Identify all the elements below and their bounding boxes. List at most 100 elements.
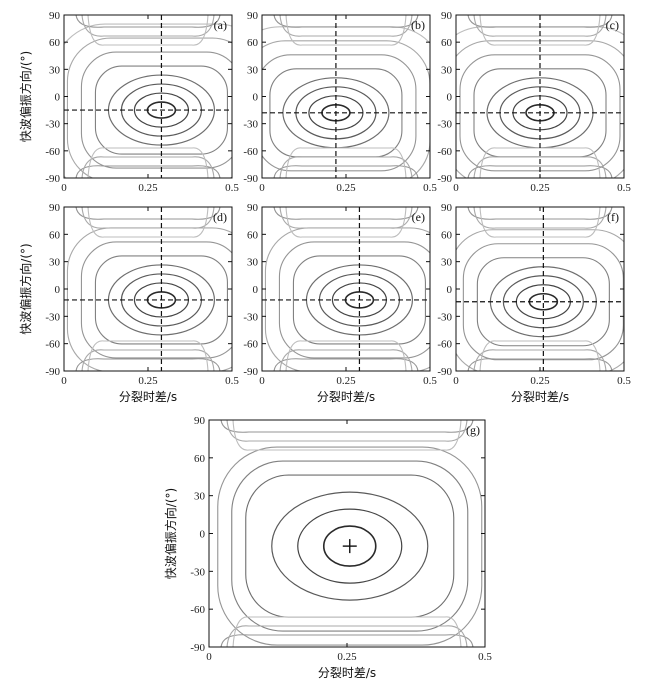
contour-g-5 xyxy=(217,446,483,646)
ytick-label: -60 xyxy=(243,339,258,351)
ytick-label: -90 xyxy=(243,366,258,378)
contour-bottom-b-0 xyxy=(273,165,419,178)
panel-b: (b) -90 -60 -30 0 30 60 90 0 0.25 0.5 xyxy=(243,10,437,194)
frame-g xyxy=(208,419,486,648)
xtick-label: 0 xyxy=(61,375,67,387)
xtick-label: 0.5 xyxy=(423,375,437,387)
xtick-label: 0.5 xyxy=(617,182,631,194)
xtick-label: 0.5 xyxy=(423,182,437,194)
xtick-label: 0 xyxy=(259,182,265,194)
xtick-label: 0.5 xyxy=(225,182,239,194)
ytick-label: 0 xyxy=(200,529,206,541)
panel-e: (e) -90 -60 -30 0 30 60 90 0 0.25 0.5 分裂时差/s xyxy=(243,202,437,404)
contour-top-b-0 xyxy=(273,15,419,28)
xtick-label: 0.25 xyxy=(530,375,550,387)
ytick-label: 90 xyxy=(247,10,259,22)
ytick-label: 60 xyxy=(49,37,61,49)
contour-bottom-e-2 xyxy=(285,340,407,371)
ytick-label: 0 xyxy=(253,92,259,104)
xtick-label: 0.25 xyxy=(336,182,356,194)
contour-bottom-g-0 xyxy=(220,634,474,647)
contour-top-e-2 xyxy=(285,207,407,238)
contour-top-b-2 xyxy=(285,15,407,46)
y-axis-label-g: 快波偏振方向/(°) xyxy=(163,488,178,579)
ytick-label: -30 xyxy=(437,119,452,131)
panel-label-e: (e) xyxy=(412,210,425,224)
contours-b xyxy=(262,15,430,178)
contour-top-d-2 xyxy=(87,207,209,238)
contour-g-1 xyxy=(297,508,403,584)
ytick-label: 60 xyxy=(441,229,453,241)
xtick-label: 0.5 xyxy=(478,651,492,663)
ytick-label: 60 xyxy=(247,229,259,241)
panel-d: (d) -90 -60 -30 0 30 60 90 0 0.25 0.5 分裂时差/s 快波偏振方向/… xyxy=(18,202,239,404)
contour-top-b-1 xyxy=(279,15,413,37)
ytick-label: 30 xyxy=(247,257,259,269)
ytick-label: -30 xyxy=(45,311,60,323)
contour-bottom-f-2 xyxy=(479,340,601,371)
contour-bottom-a-2 xyxy=(87,147,209,178)
xtick-label: 0.5 xyxy=(617,375,631,387)
ytick-label: -30 xyxy=(437,311,452,323)
contours-a xyxy=(64,15,232,178)
ytick-label: 30 xyxy=(49,64,61,76)
x-axis-label-e: 分裂时差/s xyxy=(317,390,375,404)
panel-label-a: (a) xyxy=(214,18,227,32)
ytick-label: 90 xyxy=(194,415,206,427)
ytick-label: -60 xyxy=(45,146,60,158)
contour-top-g-1 xyxy=(226,420,468,442)
contour-bottom-b-1 xyxy=(279,156,413,178)
ytick-label: -90 xyxy=(45,366,60,378)
panel-a: (a) -90 -60 -30 0 30 60 90 0 0.25 0.5 快波偏振方向/(°) xyxy=(18,10,239,194)
contour-bottom-a-0 xyxy=(75,165,221,178)
contours-g xyxy=(217,420,483,647)
contour-top-f-1 xyxy=(473,207,607,229)
ytick-label: 30 xyxy=(194,491,206,503)
panel-f: (f) -90 -60 -30 0 30 60 90 0 0.25 0.5 分裂时差/s xyxy=(437,202,631,404)
panel-label-c: (c) xyxy=(606,18,619,32)
ytick-label: 90 xyxy=(49,202,61,214)
contour-top-f-0 xyxy=(467,207,613,220)
ytick-label: -30 xyxy=(190,566,205,578)
contours-f xyxy=(456,207,624,371)
contour-bottom-d-2 xyxy=(87,340,209,371)
ytick-label: 0 xyxy=(447,92,453,104)
contour-f-5 xyxy=(462,243,624,361)
contour-bottom-f-0 xyxy=(467,358,613,371)
ytick-label: 90 xyxy=(441,202,453,214)
contour-top-c-2 xyxy=(479,15,601,46)
ytick-label: -30 xyxy=(243,311,258,323)
y-axis-label-a: 快波偏振方向/(°) xyxy=(18,51,33,142)
ytick-label: -60 xyxy=(190,604,205,616)
xtick-label: 0.25 xyxy=(337,651,357,663)
x-axis-label-g: 分裂时差/s xyxy=(318,666,376,680)
panel-label-g: (g) xyxy=(466,423,480,437)
contour-bottom-g-1 xyxy=(226,625,468,647)
contour-g-4 xyxy=(231,460,469,632)
ytick-label: -60 xyxy=(437,339,452,351)
ytick-label: -60 xyxy=(243,146,258,158)
contour-bottom-c-1 xyxy=(473,156,607,178)
contour-bottom-a-1 xyxy=(81,156,215,178)
contour-g-0 xyxy=(322,525,377,567)
ytick-label: 60 xyxy=(49,229,61,241)
contour-bottom-f-1 xyxy=(473,349,607,371)
ytick-label: 0 xyxy=(447,284,453,296)
contours-e xyxy=(262,207,430,371)
panel-label-b: (b) xyxy=(411,18,425,32)
ytick-label: 30 xyxy=(441,64,453,76)
contour-bottom-e-1 xyxy=(279,349,413,371)
contour-bottom-b-2 xyxy=(285,147,407,178)
x-axis-label-f: 分裂时差/s xyxy=(511,390,569,404)
ytick-label: -90 xyxy=(45,173,60,185)
panel-c: (c) -90 -60 -30 0 30 60 90 0 0.25 0.5 xyxy=(437,10,631,194)
contours-d xyxy=(64,207,232,371)
contour-top-e-1 xyxy=(279,207,413,229)
contour-g-2 xyxy=(271,491,429,601)
ytick-label: -30 xyxy=(45,119,60,131)
contour-bottom-g-2 xyxy=(232,616,462,647)
contour-top-a-0 xyxy=(75,15,221,28)
ytick-label: 30 xyxy=(441,257,453,269)
contour-top-g-2 xyxy=(232,420,462,451)
